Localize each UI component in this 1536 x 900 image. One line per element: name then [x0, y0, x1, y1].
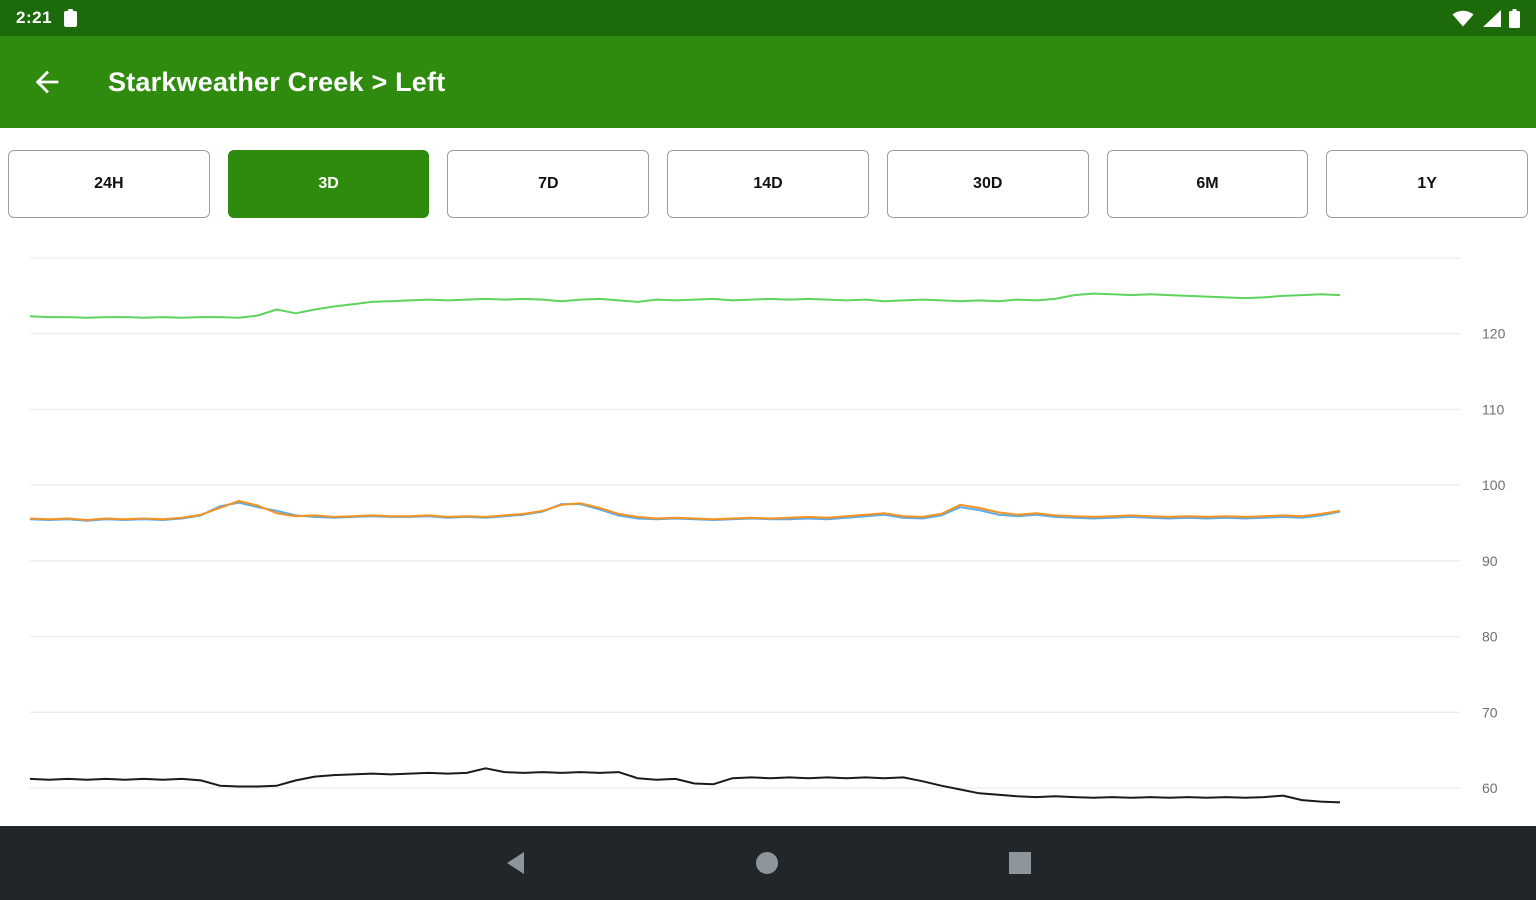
page-title: Starkweather Creek > Left: [108, 66, 446, 97]
range-tab-3d[interactable]: 3D: [227, 150, 430, 218]
app-bar: Starkweather Creek > Left: [0, 36, 1536, 128]
status-bar-left: 2:21: [16, 8, 78, 28]
y-tick-label: 120: [1482, 326, 1506, 342]
android-nav-bar: [0, 826, 1536, 900]
series-orange-series: [29, 500, 1341, 521]
clock: 2:21: [16, 8, 53, 27]
chart-svg[interactable]: 120 110 100 90 80 70 60: [0, 230, 1536, 826]
range-tab-6m[interactable]: 6M: [1106, 150, 1309, 218]
range-tab-1y[interactable]: 1Y: [1326, 150, 1529, 218]
range-tab-7d[interactable]: 7D: [447, 150, 650, 218]
signal-icon: [1482, 9, 1501, 27]
battery-icon: [1509, 8, 1520, 28]
nav-back-button[interactable]: [498, 844, 532, 882]
nav-recents-icon: [1009, 852, 1031, 874]
nav-back-icon: [507, 852, 524, 874]
y-tick-label: 60: [1482, 780, 1498, 796]
notification-icon: [64, 9, 78, 27]
status-bar-right: [1452, 8, 1520, 28]
y-tick-label: 90: [1482, 553, 1498, 569]
y-tick-label: 100: [1482, 477, 1506, 493]
status-bar: 2:21: [0, 0, 1536, 36]
wifi-icon: [1452, 10, 1474, 27]
nav-home-icon: [756, 852, 778, 874]
range-tab-24h[interactable]: 24H: [8, 150, 210, 218]
range-tab-14d[interactable]: 14D: [667, 150, 869, 218]
nav-home-button[interactable]: [748, 844, 786, 882]
series-green-series: [29, 292, 1341, 319]
nav-recents-button[interactable]: [1002, 845, 1038, 881]
chart-area[interactable]: 120 110 100 90 80 70 60: [0, 230, 1536, 826]
y-tick-label: 70: [1482, 704, 1498, 720]
back-arrow-icon[interactable]: [30, 65, 64, 99]
series-black-series: [29, 767, 1341, 804]
range-tabs: 24H 3D 7D 14D 30D 6M 1Y: [0, 128, 1536, 230]
range-tab-30d[interactable]: 30D: [886, 150, 1089, 218]
y-tick-label: 80: [1482, 629, 1498, 645]
y-tick-label: 110: [1482, 401, 1505, 417]
